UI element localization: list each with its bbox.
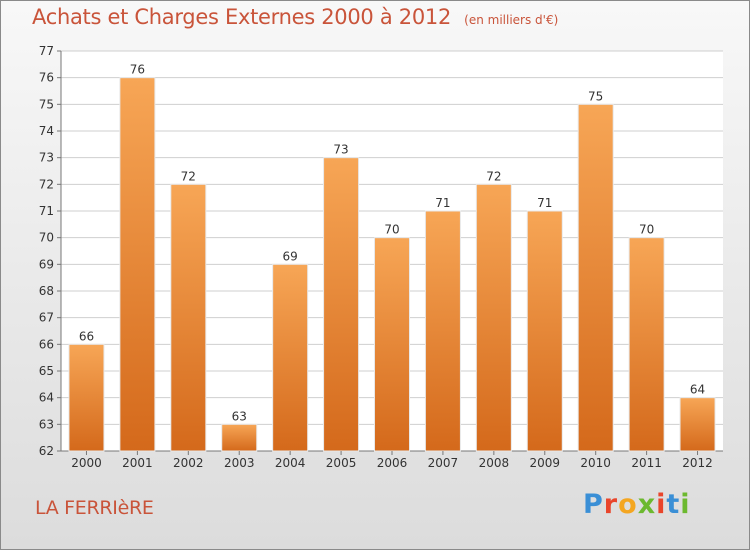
logo-letter: i	[680, 489, 691, 520]
y-tick-label: 65	[39, 364, 54, 378]
x-tick-label-2003: 2003	[224, 456, 255, 470]
data-label-2002: 72	[181, 169, 196, 183]
bar-2003	[221, 423, 258, 452]
bar-2005	[323, 157, 360, 452]
y-tick-label: 69	[39, 257, 54, 271]
x-tick-label-2011: 2011	[631, 456, 662, 470]
data-label-2004: 69	[283, 249, 298, 263]
commune-name: LA FERRIèRE	[35, 497, 154, 519]
y-tick-label: 75	[39, 97, 54, 111]
logo-letter: t	[666, 489, 681, 520]
logo-letter: i	[656, 489, 667, 520]
data-label-2009: 71	[537, 196, 552, 210]
y-tick-label: 67	[39, 311, 54, 325]
data-label-2010: 75	[588, 89, 603, 103]
y-tick-label: 66	[39, 337, 54, 351]
bar-2000	[68, 343, 105, 452]
bar-2001	[119, 77, 156, 452]
data-label-2001: 76	[130, 63, 145, 77]
x-tick-label-2007: 2007	[428, 456, 459, 470]
x-tick-label-2010: 2010	[580, 456, 611, 470]
y-tick-label: 64	[39, 391, 54, 405]
x-tick-label-2006: 2006	[377, 456, 408, 470]
bar-2002	[170, 183, 207, 452]
chart-title: Achats et Charges Externes 2000 à 2012	[32, 5, 452, 29]
y-tick-label: 73	[39, 151, 54, 165]
logo-letter: r	[603, 489, 619, 520]
bar-2009	[526, 210, 563, 452]
x-tick-label-2000: 2000	[71, 456, 102, 470]
x-tick-label-2008: 2008	[479, 456, 510, 470]
proxiti-logo: Proxiti	[583, 489, 691, 520]
x-tick-label-2012: 2012	[682, 456, 713, 470]
x-tick-label-2004: 2004	[275, 456, 306, 470]
logo-letter: o	[618, 489, 638, 520]
bar-2010	[577, 103, 614, 452]
y-tick-label: 68	[39, 284, 54, 298]
x-tick-label-2009: 2009	[529, 456, 560, 470]
data-label-2005: 73	[333, 143, 348, 157]
data-label-2000: 66	[79, 329, 94, 343]
y-tick-label: 77	[39, 44, 54, 58]
data-label-2012: 64	[690, 383, 705, 397]
logo-letter: P	[583, 489, 604, 520]
y-tick-label: 62	[39, 444, 54, 458]
bar-2006	[374, 237, 410, 452]
x-tick-label-2001: 2001	[122, 456, 153, 470]
bar-2007	[424, 210, 461, 452]
bar-2008	[475, 183, 512, 452]
y-tick-label: 71	[39, 204, 54, 218]
y-tick-label: 72	[39, 177, 54, 191]
x-tick-label-2005: 2005	[326, 456, 357, 470]
data-label-2008: 72	[486, 169, 501, 183]
bar-2011	[628, 237, 665, 452]
data-label-2006: 70	[384, 223, 399, 237]
y-tick-label: 74	[39, 124, 54, 138]
data-label-2003: 63	[232, 409, 247, 423]
data-label-2007: 71	[435, 196, 450, 210]
title-row: Achats et Charges Externes 2000 à 2012 (…	[32, 5, 558, 29]
y-tick-label: 76	[39, 71, 54, 85]
chart-unit-label: (en milliers d'€)	[464, 13, 559, 27]
y-tick-label: 70	[39, 231, 54, 245]
logo-letter: x	[637, 489, 657, 520]
data-label-2011: 70	[639, 223, 654, 237]
bar-2004	[272, 263, 309, 452]
y-tick-label: 63	[39, 417, 54, 431]
x-tick-label-2002: 2002	[173, 456, 204, 470]
bar-2012	[679, 397, 716, 452]
